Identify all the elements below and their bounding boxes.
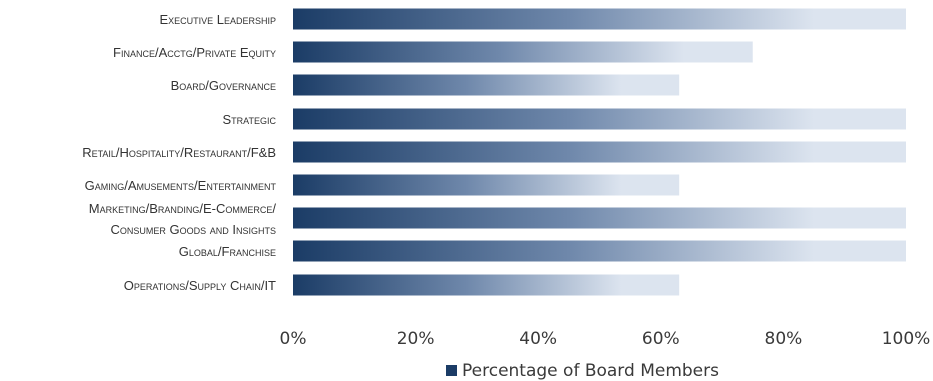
- legend-label: Percentage of Board Members: [462, 361, 719, 381]
- x-tick-label: 40%: [519, 329, 557, 349]
- x-tick-label: 100%: [882, 329, 931, 349]
- bar: [293, 41, 753, 63]
- category-labels: Executive Leadership Finance/Acctg/Privat…: [82, 12, 276, 293]
- bar: [293, 74, 680, 96]
- legend-swatch: [446, 365, 457, 376]
- bar: [293, 174, 680, 196]
- category-label: Finance/Acctg/Private Equity: [113, 45, 276, 60]
- category-label: Gaming/Amusements/Entertainment: [85, 178, 277, 193]
- bar: [293, 274, 680, 296]
- category-label: Marketing/Branding/E-Commerce/: [89, 201, 277, 216]
- category-label: Retail/Hospitality/Restaurant/F&B: [82, 145, 276, 160]
- bar: [293, 240, 906, 262]
- category-label: Global/Franchise: [179, 244, 276, 259]
- category-label: Operations/Supply Chain/IT: [124, 278, 276, 293]
- bars-group: [293, 8, 906, 296]
- x-axis-tick-labels: 0% 20% 40% 60% 80% 100%: [280, 329, 931, 349]
- bar: [293, 141, 906, 163]
- x-tick-label: 0%: [280, 329, 307, 349]
- category-label: Board/Governance: [171, 78, 276, 93]
- category-label: Consumer Goods and Insights: [111, 222, 276, 237]
- category-label: Executive Leadership: [159, 12, 276, 27]
- category-label: Strategic: [222, 112, 276, 127]
- x-tick-label: 60%: [642, 329, 680, 349]
- x-tick-label: 20%: [397, 329, 435, 349]
- bar: [293, 207, 906, 229]
- bar: [293, 108, 906, 130]
- legend: Percentage of Board Members: [446, 361, 719, 381]
- bar: [293, 8, 906, 30]
- x-tick-label: 80%: [765, 329, 803, 349]
